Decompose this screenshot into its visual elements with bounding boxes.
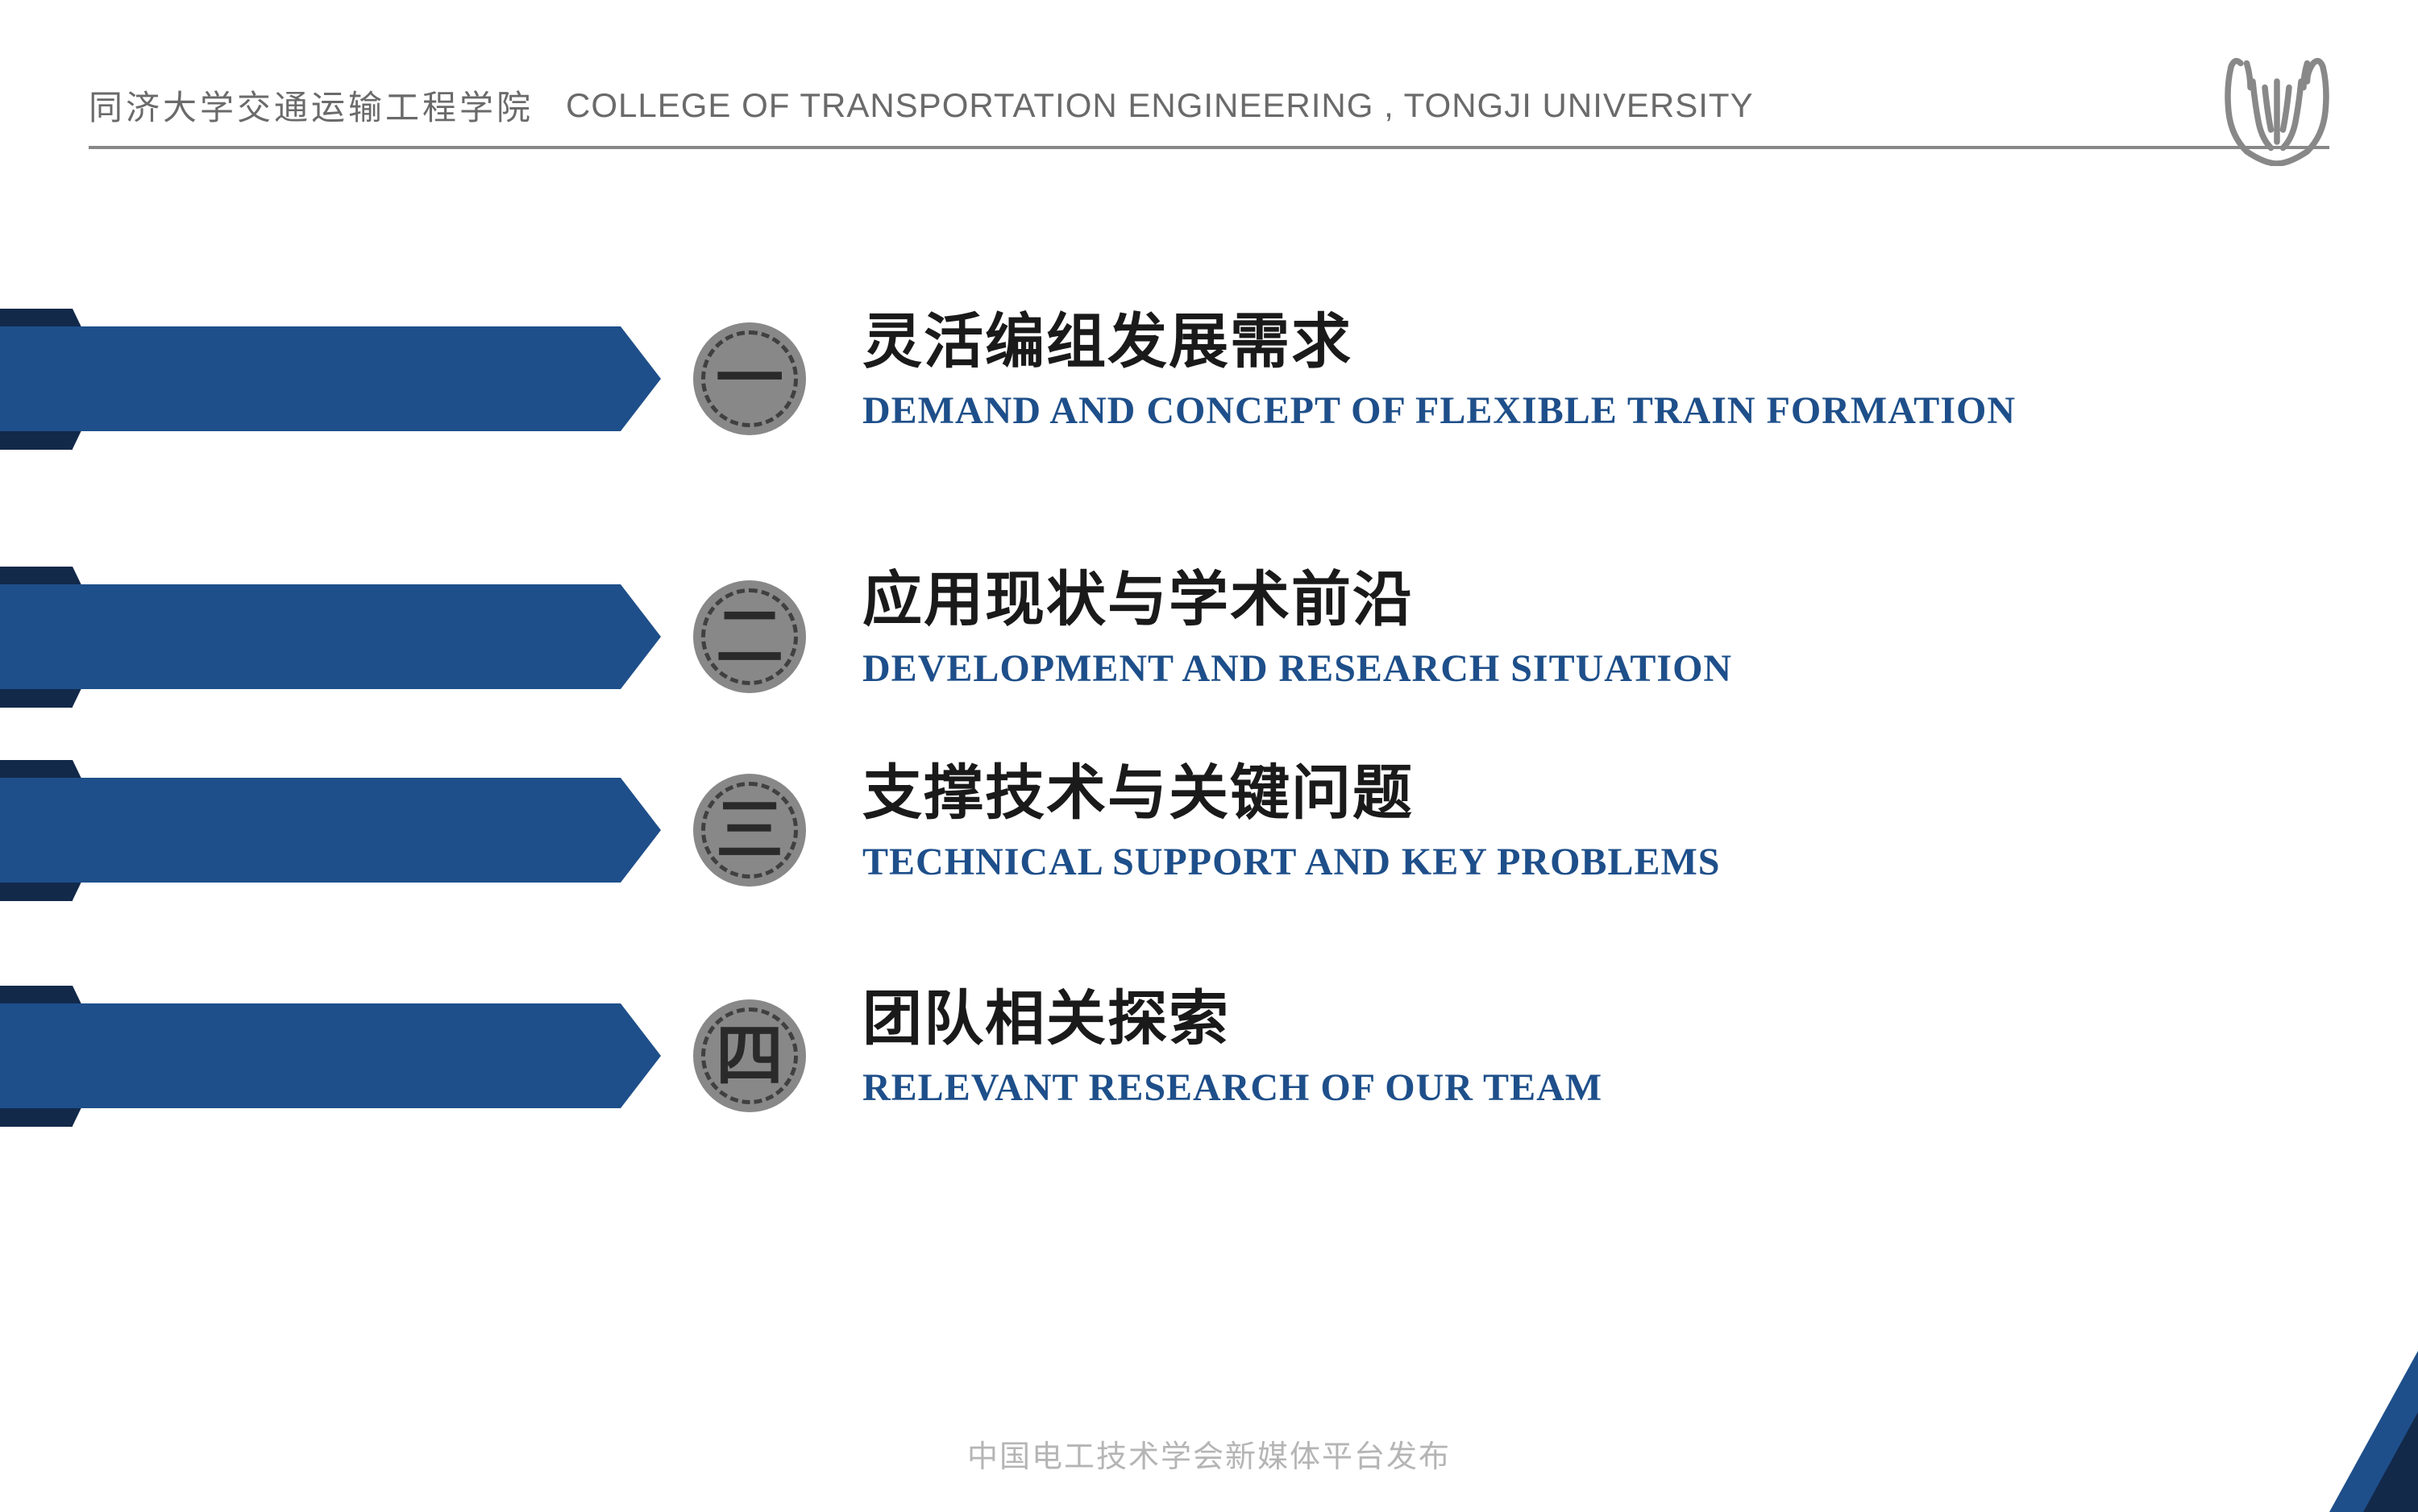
corner-dark-decoration-icon: [2363, 1412, 2418, 1512]
arrow-decoration: [0, 326, 661, 431]
agenda-item-2: 二 应用现状与学术前沿 DEVELOPMENT AND RESEARCH SIT…: [0, 564, 2418, 709]
title-chinese: 团队相关探索: [862, 983, 2233, 1055]
number-badge-3: 三: [693, 774, 806, 887]
title-english: RELEVANT RESEARCH OF OUR TEAM: [862, 1063, 2233, 1113]
badge-number: 三: [716, 796, 783, 864]
arrow-decoration: [0, 1003, 661, 1108]
title-chinese: 应用现状与学术前沿: [862, 564, 2233, 636]
arrow-decoration: [0, 584, 661, 689]
item-text-4: 团队相关探索 RELEVANT RESEARCH OF OUR TEAM: [862, 983, 2233, 1113]
badge-number: 四: [716, 1022, 783, 1090]
agenda-list: 一 灵活编组发展需求 DEMAND AND CONCEPT OF FLEXIBL…: [0, 306, 2418, 1209]
badge-number: 二: [716, 603, 783, 671]
footer-text: 中国电工技术学会新媒体平台发布: [0, 1431, 2418, 1476]
header: 同济大学交通运输工程学院 COLLEGE OF TRANSPORTATION E…: [89, 81, 2329, 149]
arrow-decoration: [0, 778, 661, 883]
header-chinese: 同济大学交通运输工程学院: [89, 81, 534, 130]
title-chinese: 支撑技术与关键问题: [862, 758, 2233, 829]
title-chinese: 灵活编组发展需求: [862, 306, 2233, 378]
item-text-1: 灵活编组发展需求 DEMAND AND CONCEPT OF FLEXIBLE …: [862, 306, 2233, 436]
number-badge-2: 二: [693, 580, 806, 693]
header-english: COLLEGE OF TRANSPORTATION ENGINEERING , …: [566, 86, 1754, 125]
badge-number: 一: [716, 345, 783, 413]
title-english: TECHNICAL SUPPORT AND KEY PROBLEMS: [862, 837, 2233, 887]
agenda-item-4: 四 团队相关探索 RELEVANT RESEARCH OF OUR TEAM: [0, 983, 2418, 1128]
number-badge-4: 四: [693, 999, 806, 1112]
university-logo-icon: [2216, 45, 2337, 166]
title-english: DEMAND AND CONCEPT OF FLEXIBLE TRAIN FOR…: [862, 386, 2233, 436]
number-badge-1: 一: [693, 322, 806, 435]
item-text-2: 应用现状与学术前沿 DEVELOPMENT AND RESEARCH SITUA…: [862, 564, 2233, 694]
item-text-3: 支撑技术与关键问题 TECHNICAL SUPPORT AND KEY PROB…: [862, 758, 2233, 887]
title-english: DEVELOPMENT AND RESEARCH SITUATION: [862, 644, 2233, 694]
agenda-item-3: 三 支撑技术与关键问题 TECHNICAL SUPPORT AND KEY PR…: [0, 758, 2418, 903]
agenda-item-1: 一 灵活编组发展需求 DEMAND AND CONCEPT OF FLEXIBL…: [0, 306, 2418, 516]
